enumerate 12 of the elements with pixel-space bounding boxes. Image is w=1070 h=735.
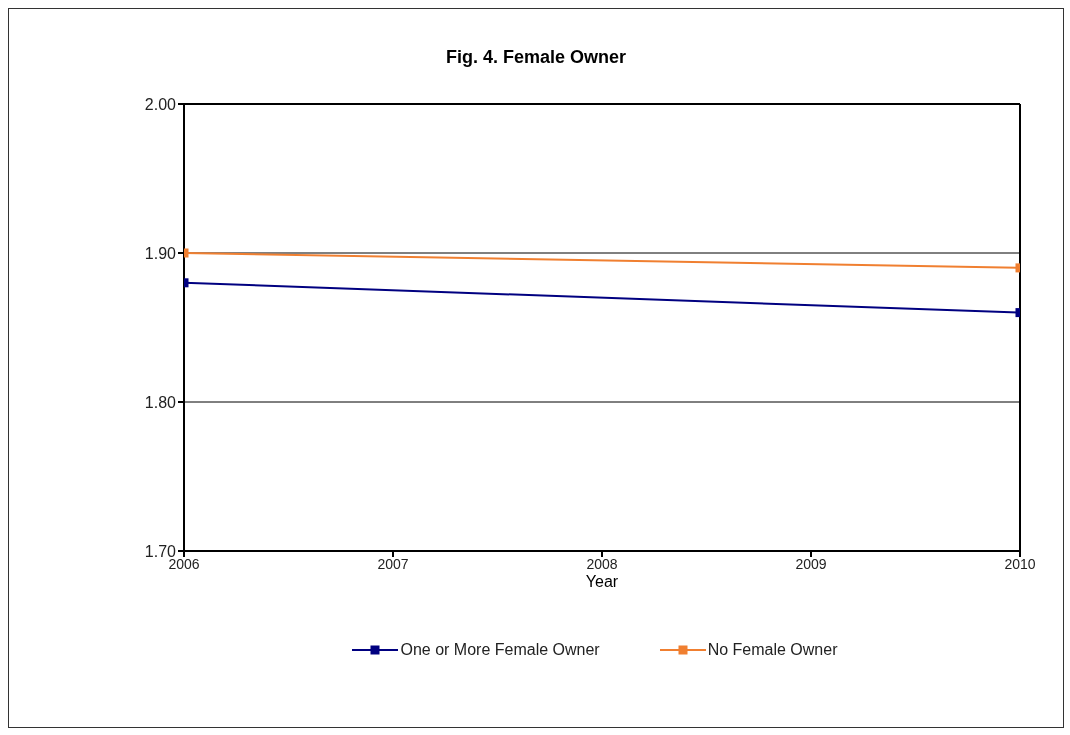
y-tick-label: 1.70 xyxy=(144,542,177,560)
y-tick-label: 2.00 xyxy=(144,95,177,113)
x-tick-label: 2009 xyxy=(795,555,827,572)
x-tick-label: 2007 xyxy=(377,555,409,572)
x-tick-label: 2008 xyxy=(586,555,618,572)
chart-title: Fig. 4. Female Owner xyxy=(444,47,628,68)
legend-label: No Female Owner xyxy=(707,641,838,659)
x-axis-title: Year xyxy=(584,573,620,591)
y-tick-label: 1.90 xyxy=(144,244,177,262)
y-tick-label: 1.80 xyxy=(144,393,177,411)
legend-label: One or More Female Owner xyxy=(400,641,600,659)
x-tick-label: 2010 xyxy=(1004,555,1036,572)
